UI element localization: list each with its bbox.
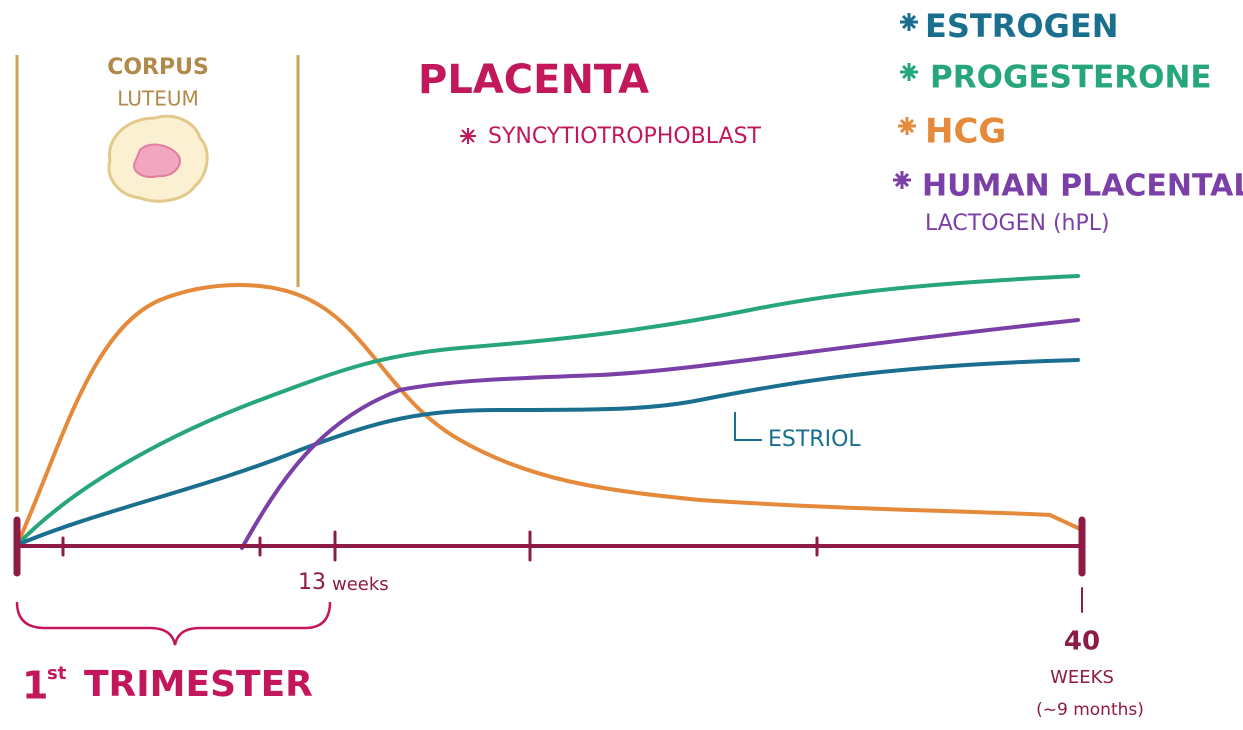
corpus-luteum-icon bbox=[133, 143, 181, 178]
hpl-curve bbox=[240, 318, 1080, 550]
corpus-luteum-label: CORPUS bbox=[107, 55, 209, 80]
axis-label: weeks bbox=[332, 574, 389, 595]
legend-label: HUMAN PLACENTAL bbox=[922, 169, 1243, 204]
legend-label: ESTROGEN bbox=[925, 7, 1118, 45]
bullet bbox=[898, 117, 916, 135]
trimester-label: 1 bbox=[22, 664, 48, 708]
legend-label: LACTOGEN (hPL) bbox=[925, 211, 1110, 236]
axis-label: 13 bbox=[298, 570, 326, 595]
trimester-label: TRIMESTER bbox=[84, 664, 313, 705]
legend-label: HCG bbox=[925, 112, 1006, 152]
placenta-title: PLACENTA bbox=[418, 57, 649, 103]
time-axis bbox=[13, 516, 1086, 613]
estriol-pointer bbox=[734, 412, 762, 441]
legend-label: PROGESTERONE bbox=[930, 60, 1212, 96]
hcg-curve bbox=[15, 283, 1080, 547]
bullet bbox=[460, 128, 476, 144]
corpus-luteum-label: LUTEUM bbox=[117, 87, 199, 111]
axis-label: 40 bbox=[1064, 627, 1100, 657]
bullet bbox=[900, 63, 918, 81]
legend: ESTROGEN PROGESTERONE HCG HUMAN PLACENTA… bbox=[893, 7, 1243, 236]
trimester-brace bbox=[15, 601, 332, 646]
axis-label: (~9 months) bbox=[1036, 700, 1144, 720]
trimester-label: st bbox=[47, 663, 67, 684]
estriol-label: ESTRIOL bbox=[768, 427, 861, 452]
placenta-subtitle: SYNCYTIOTROPHOBLAST bbox=[488, 124, 762, 149]
bullet bbox=[893, 171, 911, 189]
axis-label: WEEKS bbox=[1050, 667, 1114, 688]
estrogen-curve bbox=[15, 358, 1080, 547]
bullet bbox=[900, 13, 918, 31]
progesterone-curve bbox=[15, 274, 1080, 547]
